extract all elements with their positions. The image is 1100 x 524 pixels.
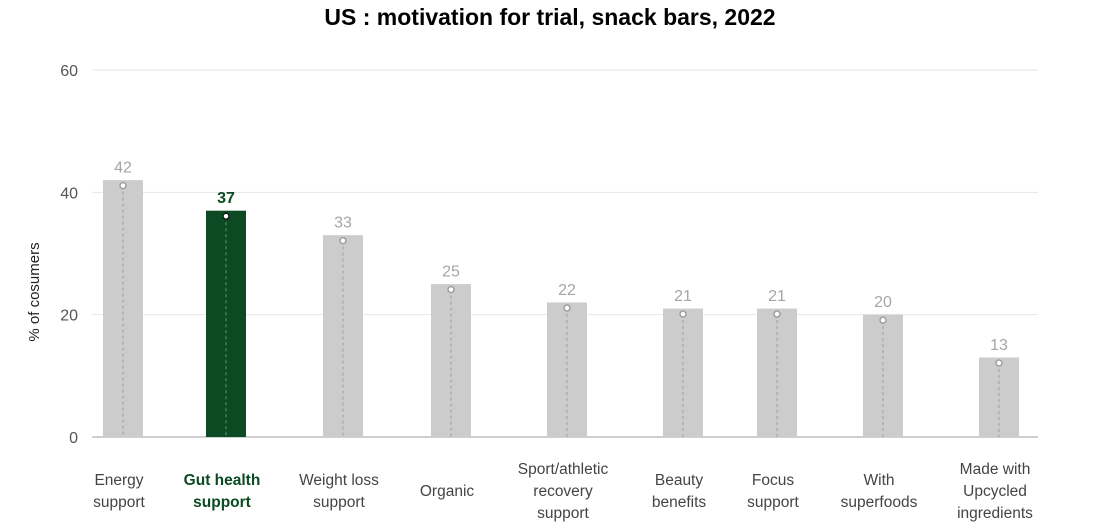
category-label: Gut health support	[184, 472, 261, 511]
data-point-marker	[679, 310, 687, 318]
category-label-line: superfoods	[841, 494, 918, 511]
category-label-line: benefits	[652, 494, 707, 511]
data-point-marker	[222, 212, 230, 220]
category-label: Energy support	[93, 472, 145, 511]
data-label: 22	[558, 282, 576, 299]
data-point-marker	[119, 181, 127, 190]
category-label-line: Weight loss	[299, 472, 379, 489]
bar	[431, 284, 471, 437]
bar	[757, 308, 797, 437]
category-label-line: support	[537, 505, 589, 522]
category-label-line: Beauty	[655, 472, 704, 489]
data-label: 21	[674, 288, 692, 305]
category-label: Sport/athletic recovery support	[518, 461, 609, 522]
y-tick-label: 0	[69, 430, 78, 447]
data-label: 13	[990, 337, 1008, 354]
category-label: Made with Upcycled ingredients	[957, 461, 1033, 522]
y-tick-label: 20	[60, 308, 78, 325]
data-point-marker	[879, 316, 887, 324]
category-label-line: support	[193, 494, 251, 511]
category-label-line: support	[93, 494, 145, 511]
category-label: Focus support	[747, 472, 799, 511]
y-tick-label: 40	[60, 185, 78, 202]
category-label-line: recovery	[533, 483, 593, 500]
category-label-line: Sport/athletic	[518, 461, 609, 478]
category-label-line: Gut health	[184, 472, 261, 489]
category-label-line: Focus	[752, 472, 794, 489]
data-label: 25	[442, 264, 460, 281]
category-label: Organic	[420, 483, 475, 500]
y-axis-title: % of cosumers	[26, 242, 43, 341]
data-point-marker	[773, 310, 781, 318]
category-label: With superfoods	[841, 472, 918, 511]
category-label-line: Made with	[960, 461, 1031, 478]
bar	[663, 308, 703, 437]
chart-title: US : motivation for trial, snack bars, 2…	[324, 4, 776, 30]
category-label-line: Upcycled	[963, 483, 1027, 500]
data-point-marker	[447, 285, 455, 294]
category-label-line: Energy	[94, 472, 143, 489]
marker-layer	[119, 181, 1003, 437]
category-label: Beauty benefits	[652, 472, 707, 511]
category-label-line: ingredients	[957, 505, 1033, 522]
data-label: 21	[768, 288, 786, 305]
data-point-marker	[995, 359, 1003, 367]
label-layer: 0 20 40 60 42 Energy support 37 Gut health suppor…	[60, 63, 1033, 522]
category-label-line: support	[313, 494, 365, 511]
y-tick-label: 60	[60, 63, 78, 80]
category-label-line: With	[864, 472, 895, 489]
category-label-line: support	[747, 494, 799, 511]
data-point-marker	[339, 236, 347, 245]
category-label: Weight loss support	[299, 472, 379, 511]
data-label: 37	[217, 190, 235, 207]
data-point-marker	[563, 304, 571, 312]
data-label: 33	[334, 215, 352, 232]
data-label: 42	[114, 160, 132, 177]
data-label: 20	[874, 294, 892, 311]
category-label-line: Organic	[420, 483, 475, 500]
